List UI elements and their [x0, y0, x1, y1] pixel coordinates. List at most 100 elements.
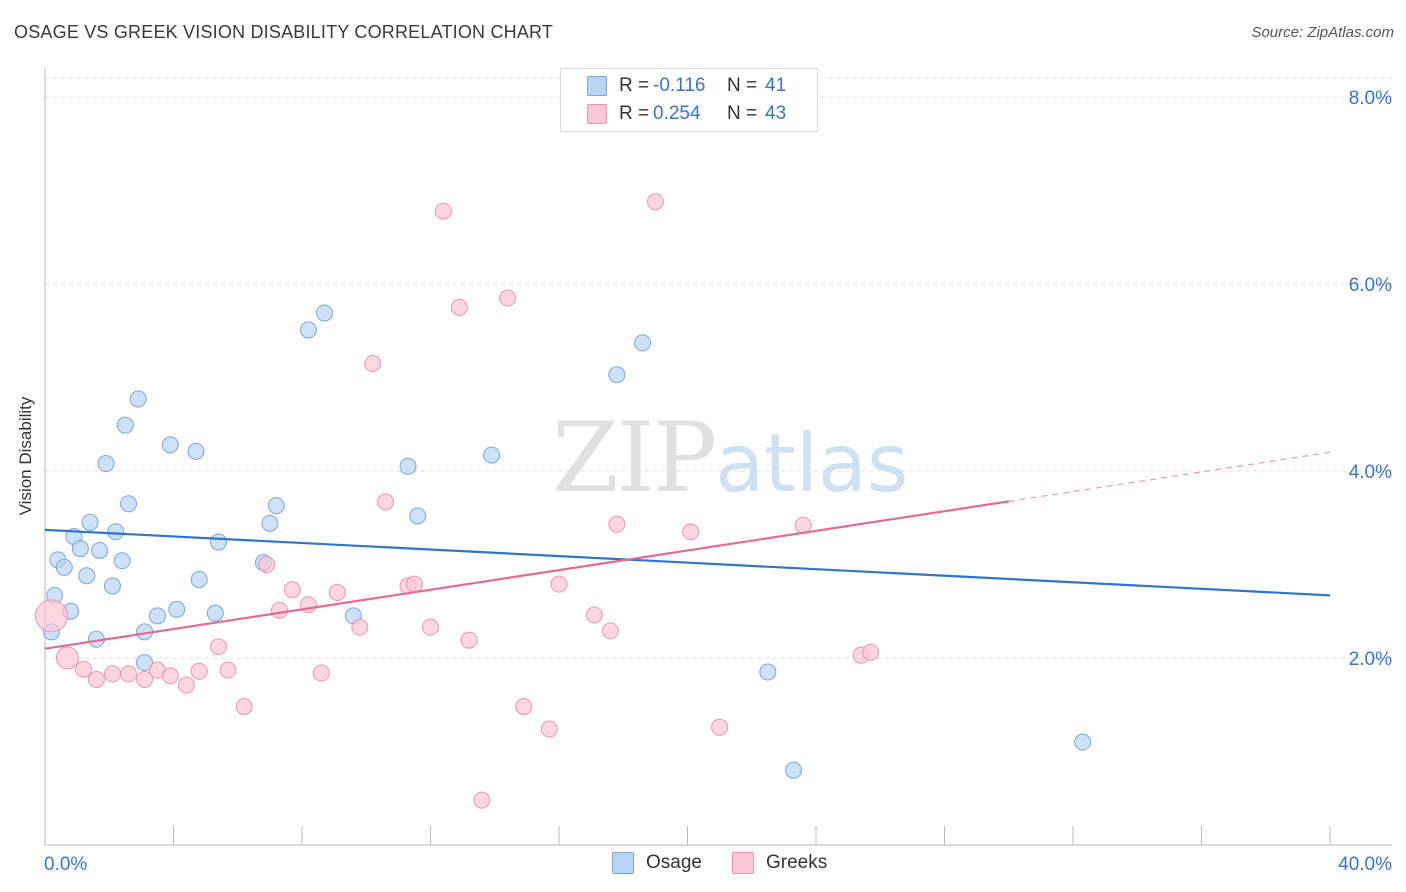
greeks-point: [271, 601, 289, 619]
osage-swatch: [587, 76, 607, 96]
osage-point: [78, 567, 96, 585]
osage-point: [315, 304, 333, 322]
osage-point: [399, 457, 417, 475]
osage-point: [129, 390, 147, 408]
greeks-point: [209, 638, 227, 656]
greeks-point: [711, 718, 729, 736]
greeks-point: [794, 516, 812, 534]
osage-point: [759, 663, 777, 681]
stats-legend-row-osage: R = -0.116 N = 41: [587, 75, 786, 97]
greeks-point: [608, 515, 626, 533]
n-value: 43: [765, 103, 787, 124]
watermark-atlas: atlas: [715, 417, 909, 510]
osage-point: [97, 455, 115, 473]
greeks-trend-extension: [1008, 451, 1331, 502]
greeks-trend-line: [44, 500, 1009, 650]
greeks-legend-swatch: [732, 852, 754, 874]
greeks-point: [405, 575, 423, 593]
greeks-point: [283, 581, 301, 599]
r-value: -0.116: [653, 75, 706, 96]
stats-legend-row-greeks: R = 0.254 N = 43: [587, 103, 786, 125]
greeks-point: [377, 493, 395, 511]
greeks-point: [499, 289, 517, 307]
osage-point: [209, 533, 227, 551]
osage-point: [608, 366, 626, 384]
greeks-point: [161, 667, 179, 685]
greeks-point: [190, 662, 208, 680]
greeks-point: [34, 599, 68, 633]
chart-title: OSAGE VS GREEK VISION DISABILITY CORRELA…: [14, 22, 554, 42]
osage-legend-swatch: [612, 852, 634, 874]
greeks-point: [434, 202, 452, 220]
osage-point: [190, 570, 208, 588]
source-label: Source: ZipAtlas.com: [1251, 24, 1394, 41]
greeks-point: [55, 646, 79, 670]
greeks-point: [473, 791, 491, 809]
greeks-point: [136, 671, 154, 689]
watermark-zip: ZIP: [552, 402, 717, 514]
r-label: R =: [619, 103, 650, 124]
osage-point: [261, 514, 279, 532]
osage-point: [81, 513, 99, 531]
legend-label-osage: Osage: [646, 852, 702, 873]
greeks-point: [328, 584, 346, 602]
osage-point: [103, 577, 121, 595]
n-value: 41: [765, 75, 787, 96]
osage-point: [483, 446, 501, 464]
greeks-point: [258, 556, 276, 573]
osage-point: [1074, 733, 1092, 751]
n-label: N =: [727, 75, 758, 96]
legend-label-greeks: Greeks: [766, 852, 828, 873]
greeks-swatch: [587, 104, 607, 124]
greeks-point: [87, 671, 105, 689]
osage-point: [409, 507, 427, 525]
y-tick-label: 8.0%: [1349, 88, 1392, 109]
greeks-point: [120, 665, 138, 683]
y-tick-label: 6.0%: [1349, 275, 1392, 296]
osage-point: [148, 607, 166, 625]
stats-legend: R = -0.116 N = 41 R = 0.254 N = 43: [560, 68, 818, 132]
osage-point: [267, 497, 285, 515]
osage-point: [91, 541, 109, 559]
greeks-point: [682, 523, 700, 541]
greeks-point: [312, 664, 330, 682]
greeks-point: [75, 660, 93, 678]
osage-point: [71, 540, 89, 558]
greeks-point: [177, 676, 195, 694]
greeks-point: [364, 354, 382, 372]
osage-point: [55, 558, 73, 576]
osage-point: [161, 436, 179, 454]
greeks-point: [862, 643, 880, 661]
y-tick-label: 4.0%: [1349, 462, 1392, 483]
watermark: ZIPatlas: [552, 402, 909, 514]
legend-item-osage: Osage: [612, 852, 702, 874]
series-legend: Osage Greeks: [0, 852, 1406, 876]
osage-point: [299, 321, 317, 339]
greeks-point: [540, 720, 558, 738]
osage-point: [168, 600, 186, 618]
osage-point: [113, 552, 131, 570]
legend-item-greeks: Greeks: [732, 852, 827, 874]
n-label: N =: [727, 103, 758, 124]
greeks-point: [515, 698, 533, 716]
greeks-point: [235, 698, 253, 716]
greeks-point: [585, 606, 603, 624]
x-tick-label: 0.0%: [44, 854, 87, 875]
r-value: 0.254: [653, 103, 701, 124]
greeks-point: [646, 193, 664, 211]
osage-point: [187, 442, 205, 460]
x-tick-label: 40.0%: [1338, 854, 1392, 875]
osage-point: [785, 761, 803, 779]
osage-point: [634, 334, 652, 352]
osage-point: [206, 604, 224, 622]
osage-point: [107, 523, 125, 541]
greeks-point: [601, 622, 619, 640]
greeks-point: [103, 665, 121, 683]
osage-trend-line: [44, 528, 1331, 597]
osage-point: [136, 654, 154, 672]
greeks-point: [460, 631, 478, 649]
greeks-point: [219, 661, 237, 679]
greeks-point: [550, 575, 568, 593]
greeks-point: [351, 618, 369, 636]
y-tick-label: 2.0%: [1349, 649, 1392, 670]
